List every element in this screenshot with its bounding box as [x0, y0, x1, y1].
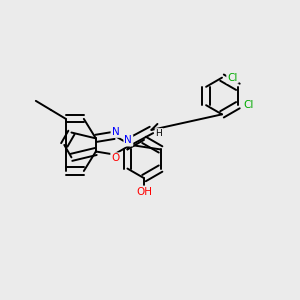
Text: N: N: [112, 127, 119, 137]
Text: OH: OH: [136, 187, 152, 196]
Text: Cl: Cl: [243, 100, 254, 110]
Text: O: O: [111, 153, 120, 164]
Text: Cl: Cl: [227, 73, 238, 82]
Text: N: N: [124, 135, 132, 146]
Text: H: H: [156, 129, 162, 138]
